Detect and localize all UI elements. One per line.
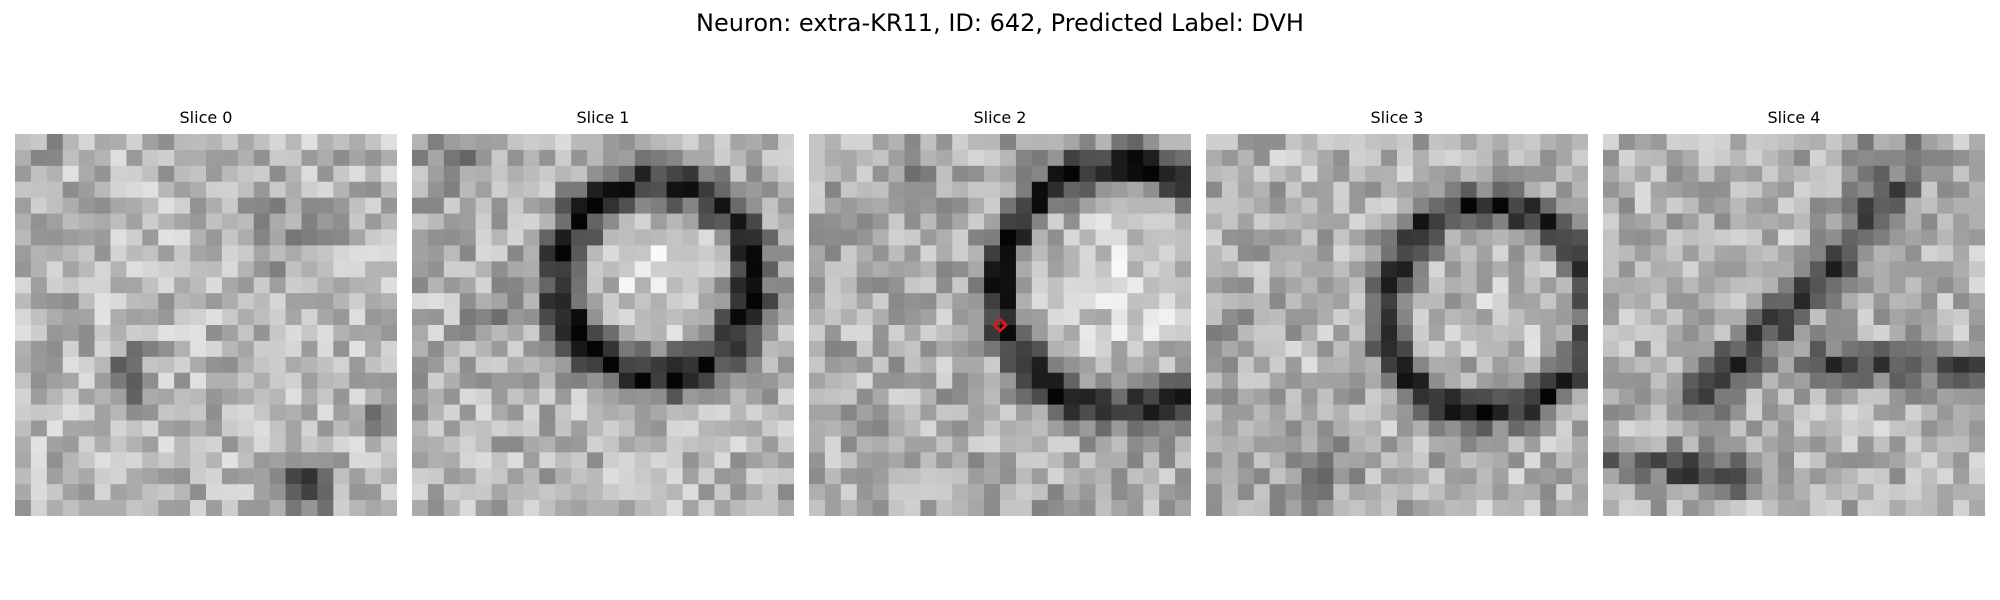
slice-title: Slice 4 [1767, 108, 1821, 127]
slice-image [1603, 134, 1985, 516]
slice-image [809, 134, 1191, 516]
slice-image [412, 134, 794, 516]
slice-panel-0: Slice 0 [15, 108, 397, 516]
figure-title: Neuron: extra-KR11, ID: 642, Predicted L… [696, 9, 1304, 37]
slice-title: Slice 3 [1370, 108, 1424, 127]
slice-title: Slice 1 [576, 108, 630, 127]
slice-image [15, 134, 397, 516]
slice-title: Slice 0 [179, 108, 233, 127]
red-diamond-marker [992, 317, 1008, 333]
slice-panel-4: Slice 4 [1603, 108, 1985, 516]
slice-title: Slice 2 [973, 108, 1027, 127]
slice-panel-3: Slice 3 [1206, 108, 1588, 516]
slice-panel-2: Slice 2 [809, 108, 1191, 516]
slice-panel-1: Slice 1 [412, 108, 794, 516]
slice-image [1206, 134, 1588, 516]
